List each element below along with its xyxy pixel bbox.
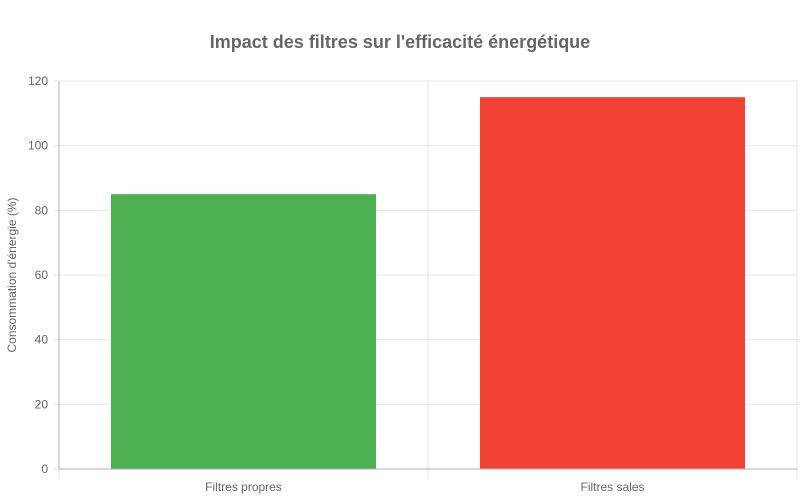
y-tick-label: 60 — [35, 268, 49, 282]
y-tick-label: 20 — [35, 397, 49, 411]
y-tick-label: 0 — [41, 462, 48, 476]
bar — [111, 194, 376, 469]
bars — [111, 97, 745, 470]
y-axis-label: Consommation d'énergie (%) — [5, 197, 19, 352]
y-tick-label: 80 — [35, 203, 49, 217]
y-tick-label: 120 — [28, 74, 48, 88]
y-tick-label: 100 — [28, 139, 48, 153]
bar — [480, 97, 745, 470]
axes — [58, 81, 797, 470]
x-tick-label: Filtres propres — [205, 480, 282, 494]
y-tick-labels: 0 20 40 60 80 100 120 — [28, 74, 48, 476]
x-tick-labels: Filtres propres Filtres sales — [205, 480, 644, 494]
x-tick-label: Filtres sales — [580, 480, 644, 494]
y-tick-label: 40 — [35, 333, 49, 347]
chart-title: Impact des filtres sur l'efficacité éner… — [210, 32, 590, 52]
